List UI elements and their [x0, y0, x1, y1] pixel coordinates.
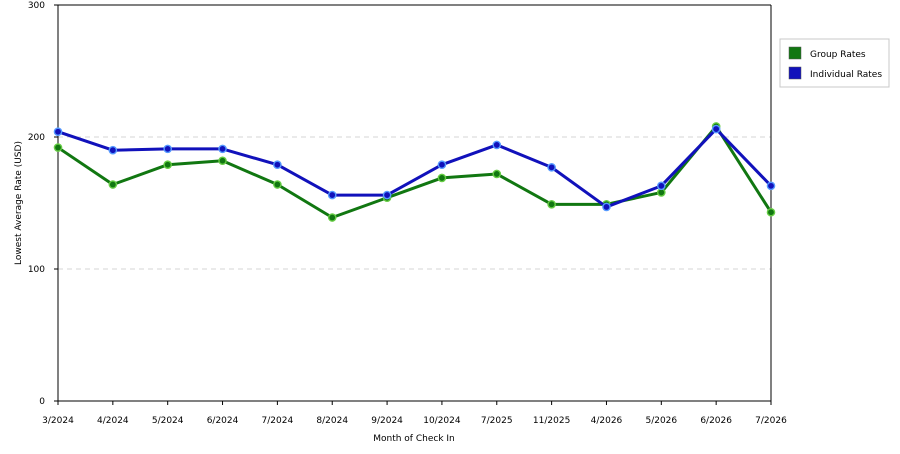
y-tick-label-0: 0 — [39, 397, 45, 407]
series-layer — [53, 122, 776, 222]
data-point-individual-rates-7 — [437, 160, 447, 170]
data-point-individual-rates-13 — [766, 181, 776, 191]
x-tick-label-9: 11/2025 — [533, 416, 570, 426]
legend: Group Rates Individual Rates — [779, 38, 890, 88]
data-point-individual-rates-10 — [602, 202, 611, 212]
data-point-individual-rates-8 — [492, 140, 502, 150]
data-point-individual-rates-12 — [711, 124, 721, 134]
ticks-layer: 0 100 200 300 3/2024 4/2024 5/2024 6/2024 7/2024… — [28, 1, 787, 426]
axes-layer — [57, 4, 772, 402]
x-axis-label: Month of Check In — [373, 434, 455, 444]
x-tick-label-11: 5/2026 — [645, 416, 677, 426]
x-tick-label-0: 3/2024 — [42, 416, 74, 426]
data-point-individual-rates-0 — [53, 127, 63, 137]
y-tick-label-200: 200 — [28, 133, 45, 143]
x-tick-label-6: 9/2024 — [371, 416, 403, 426]
data-point-group-rates-0 — [53, 143, 63, 152]
x-tick-label-5: 8/2024 — [316, 416, 348, 426]
x-tick-label-1: 4/2024 — [97, 416, 129, 426]
grid-layer — [58, 136, 771, 270]
data-point-individual-rates-4 — [273, 160, 282, 170]
legend-swatch-group-rates — [788, 46, 802, 60]
x-tick-label-2: 5/2024 — [152, 416, 184, 426]
series-line-individual-rates — [56, 127, 773, 209]
data-point-individual-rates-1 — [108, 145, 118, 155]
data-point-individual-rates-6 — [382, 190, 392, 200]
y-tick-label-100: 100 — [28, 265, 45, 275]
x-tick-label-4: 7/2024 — [262, 416, 294, 426]
x-tick-label-8: 7/2025 — [481, 416, 513, 426]
data-point-individual-rates-5 — [327, 190, 337, 200]
data-point-group-rates-8 — [492, 169, 502, 179]
y-tick-label-300: 300 — [28, 1, 45, 11]
legend-label-individual-rates: Individual Rates — [810, 70, 882, 80]
data-point-individual-rates-3 — [218, 144, 227, 154]
data-point-group-rates-5 — [327, 213, 337, 222]
data-point-group-rates-3 — [218, 156, 227, 166]
data-point-group-rates-9 — [547, 200, 556, 209]
x-tick-label-13: 7/2026 — [755, 416, 787, 426]
data-point-individual-rates-2 — [163, 144, 172, 154]
legend-swatch-individual-rates — [788, 66, 802, 80]
x-tick-label-3: 6/2024 — [207, 416, 239, 426]
legend-label-group-rates: Group Rates — [810, 50, 866, 60]
data-point-group-rates-7 — [437, 173, 447, 183]
data-point-group-rates-2 — [163, 160, 172, 170]
data-point-group-rates-13 — [766, 207, 776, 217]
data-point-individual-rates-11 — [657, 181, 666, 191]
data-point-group-rates-4 — [273, 180, 282, 189]
y-axis-label: Lowest Average Rate (USD) — [14, 141, 24, 265]
x-tick-label-7: 10/2024 — [423, 416, 461, 426]
series-line-group-rates — [56, 124, 773, 220]
x-tick-label-12: 6/2026 — [700, 416, 732, 426]
data-point-group-rates-1 — [108, 180, 118, 189]
x-tick-label-10: 4/2026 — [591, 416, 623, 426]
data-point-individual-rates-9 — [547, 163, 556, 172]
